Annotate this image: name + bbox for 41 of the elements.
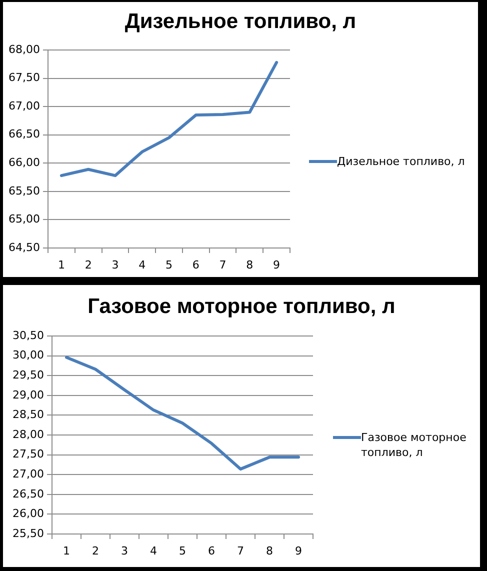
- x-tick-label: 8: [266, 544, 273, 558]
- x-tick-label: 2: [84, 258, 92, 272]
- x-tick-label: 4: [150, 544, 157, 558]
- x-tick-label: 3: [112, 258, 119, 272]
- y-tick-label: 26,50: [12, 487, 44, 500]
- y-tick-label: 30,00: [12, 348, 44, 362]
- y-tick-label: 27,00: [12, 467, 44, 480]
- x-tick-label: 7: [219, 258, 226, 272]
- x-tick-label: 6: [208, 544, 215, 558]
- y-tick-label: 29,00: [12, 388, 44, 402]
- y-tick-label: 26,00: [12, 507, 44, 520]
- y-tick-label: 66,50: [8, 128, 40, 141]
- chart-title: Газовое моторное топливо, л: [86, 295, 396, 319]
- y-tick-label: 66,00: [8, 156, 40, 169]
- x-tick-label: 6: [192, 258, 200, 272]
- y-tick-label: 68,00: [8, 42, 40, 56]
- x-tick-label: 9: [273, 258, 280, 272]
- y-tick-label: 29,50: [12, 368, 44, 382]
- x-tick-label: 2: [92, 544, 99, 558]
- legend-label: Дизельное топливо, л: [337, 154, 465, 169]
- y-tick-label: 28,00: [12, 428, 44, 441]
- x-tick-label: 1: [58, 258, 65, 272]
- y-tick-label: 25,50: [12, 526, 44, 540]
- x-tick-label: 1: [63, 544, 70, 558]
- x-tick-label: 5: [179, 544, 186, 558]
- y-tick-label: 28,50: [12, 408, 44, 422]
- y-tick-label: 64,50: [8, 240, 40, 254]
- x-tick-label: 7: [237, 544, 244, 558]
- y-tick-label: 65,50: [8, 184, 40, 198]
- x-tick-label: 8: [246, 258, 254, 272]
- y-tick-label: 27,50: [12, 448, 44, 461]
- y-tick-label: 67,00: [8, 99, 40, 112]
- x-tick-label: 3: [121, 544, 128, 558]
- y-tick-label: 67,50: [8, 71, 40, 84]
- x-tick-label: 4: [138, 258, 146, 272]
- x-tick-label: 5: [166, 258, 172, 272]
- y-tick-label: 65,00: [8, 212, 40, 226]
- chart-title: Дизельное топливо, л: [124, 10, 358, 34]
- legend-label: Газовое моторное топливо, л: [361, 430, 468, 460]
- y-tick-label: 30,50: [12, 328, 44, 342]
- x-tick-label: 9: [295, 544, 302, 558]
